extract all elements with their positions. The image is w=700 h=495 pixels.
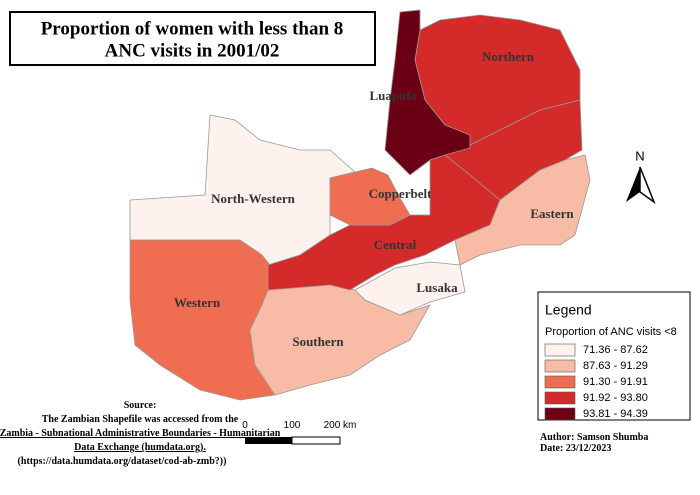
source-link[interactable]: Data Exchange (humdata.org).: [74, 442, 206, 453]
scale-segment: [245, 437, 292, 444]
province-label: Eastern: [530, 206, 574, 221]
provinces: [129, 9, 591, 401]
province-label: Southern: [292, 334, 344, 349]
legend-label: 93.81 - 94.39: [583, 408, 648, 420]
province: [354, 261, 466, 316]
scale-label: 100: [284, 420, 301, 431]
scale-label: 0: [242, 420, 248, 431]
legend-label: 87.63 - 91.29: [583, 360, 648, 372]
source-heading: Source:: [124, 400, 157, 411]
province-label: Lusaka: [416, 280, 458, 295]
legend-label: 71.36 - 87.62: [583, 344, 648, 356]
source-line: The Zambian Shapefile was accessed from …: [42, 414, 239, 425]
legend-title: Legend: [545, 302, 592, 318]
legend-label: 91.30 - 91.91: [583, 376, 648, 388]
title: Proportion of women with less than 8: [41, 18, 344, 39]
legend-swatch: [544, 375, 576, 389]
province-label: Copperbelt: [369, 186, 433, 201]
scale-segment: [291, 436, 341, 445]
province-labels: North-Western Western Southern Lusaka Centra…: [174, 49, 575, 349]
province: [329, 167, 411, 226]
legend-swatch: [544, 359, 576, 373]
title-box: [9, 11, 376, 66]
legend-swatch: [544, 391, 576, 405]
province-label: Western: [174, 295, 221, 310]
province-label: Northern: [482, 49, 535, 64]
source-line: (https://data.humdata.org/dataset/cod-ab…: [18, 456, 227, 467]
title: ANC visits in 2001/02: [105, 40, 280, 61]
scale-bar: 0 100 200 km: [242, 420, 357, 445]
north-label: N: [635, 148, 644, 163]
province-label: North-Western: [211, 191, 296, 206]
source-link[interactable]: Zambia - Subnational Administrative Boun…: [0, 428, 281, 439]
date: Date: 23/12/2023: [540, 443, 611, 454]
province-label: Central: [374, 237, 417, 252]
author: Author: Samson Shumba: [540, 432, 648, 443]
legend-swatch: [544, 407, 576, 421]
legend-swatch: [544, 343, 576, 357]
legend-items: 71.36 - 87.62 87.63 - 91.29 91.30 - 91.91 9…: [544, 343, 648, 421]
arrow-right: [639, 166, 656, 205]
province: [384, 9, 471, 176]
legend-label: 91.92 - 93.80: [583, 392, 648, 404]
north-arrow: N: [626, 148, 656, 205]
scale-label: 200 km: [324, 420, 357, 431]
arrow-left: [626, 167, 640, 202]
legend-subtitle: Proportion of ANC visits <8: [545, 326, 677, 338]
province-label: Luapula: [370, 88, 417, 103]
